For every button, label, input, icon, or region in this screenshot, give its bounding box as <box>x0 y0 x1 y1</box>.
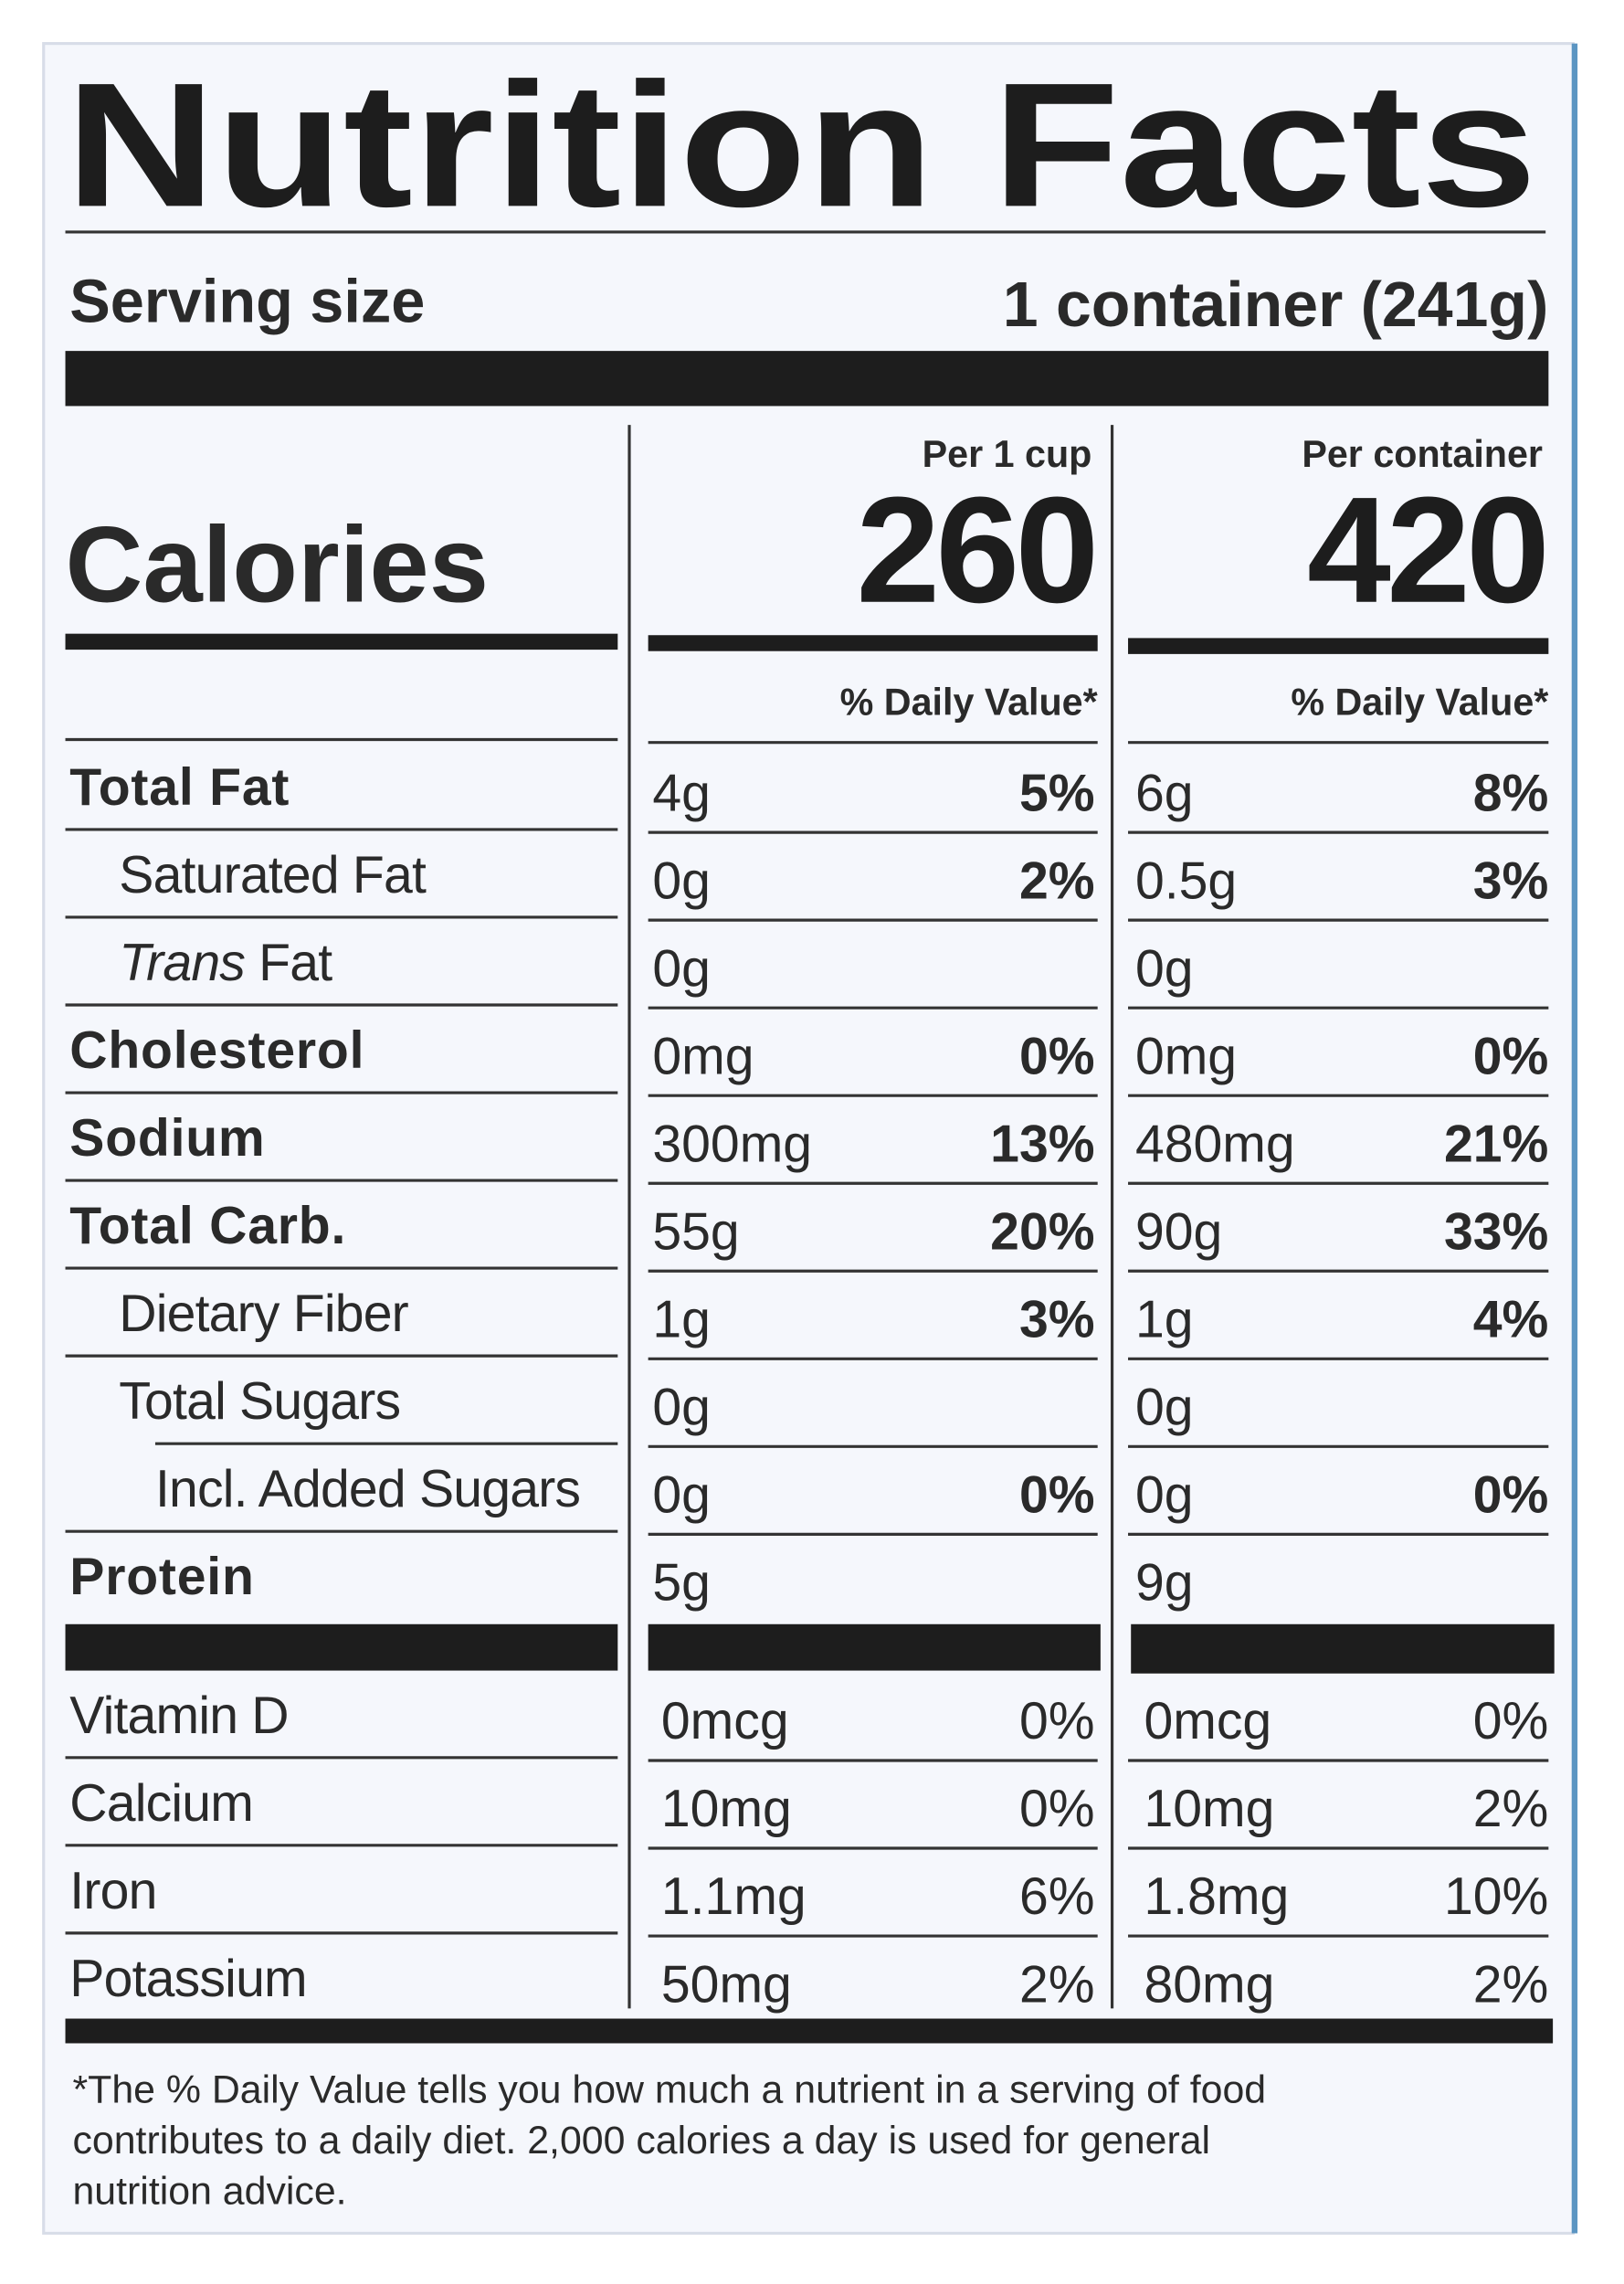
footnote: nutrition advice. <box>72 2170 346 2214</box>
row-label: Total Carb. <box>69 1197 346 1255</box>
amount: 0g <box>652 1379 711 1437</box>
dv-header: % Daily Value* <box>1291 682 1549 724</box>
row-label: Vitamin D <box>69 1687 288 1745</box>
amount: 10mg <box>1144 1780 1274 1838</box>
daily-value: 0% <box>1019 1692 1095 1750</box>
calories-label: Calories <box>66 505 490 625</box>
daily-value: 2% <box>1019 1955 1095 2014</box>
amount: 0g <box>1135 939 1194 998</box>
daily-value: 0% <box>1019 1466 1095 1525</box>
row-label: Protein <box>69 1548 254 1606</box>
thick-bar <box>65 351 1549 407</box>
row-label: Incl. Added Sugars <box>155 1460 580 1518</box>
daily-value: 2% <box>1473 1780 1549 1838</box>
daily-value: 3% <box>1473 851 1549 910</box>
row-label: Trans Fat <box>119 934 332 992</box>
amount: 0mcg <box>1144 1692 1271 1750</box>
amount: 6g <box>1135 764 1194 822</box>
amount: 300mg <box>652 1115 812 1173</box>
daily-value: 8% <box>1473 764 1549 822</box>
row-label-italic: Trans <box>119 934 245 992</box>
amount: 1.1mg <box>661 1867 807 1926</box>
amount: 0mg <box>652 1027 754 1085</box>
amount: 0g <box>652 1466 711 1525</box>
column-header: Per container <box>1302 433 1543 475</box>
amount: 90g <box>1135 1202 1222 1261</box>
daily-value: 5% <box>1019 764 1095 822</box>
row-label: Total Fat <box>69 758 290 817</box>
daily-value: 0% <box>1019 1780 1095 1838</box>
label-panel <box>42 42 1575 2236</box>
thick-bar <box>65 2018 1554 2044</box>
daily-value: 0% <box>1473 1692 1549 1750</box>
daily-value: 4% <box>1473 1290 1549 1348</box>
daily-value: 0% <box>1019 1027 1095 1085</box>
amount: 0g <box>1135 1466 1194 1525</box>
serving-value: 1 container (241g) <box>1003 269 1549 340</box>
calories-value: 420 <box>1307 466 1545 634</box>
daily-value: 2% <box>1473 1955 1549 2014</box>
footnote: contributes to a daily diet. 2,000 calor… <box>72 2119 1210 2162</box>
dv-header: % Daily Value* <box>840 682 1099 724</box>
row-label: Iron <box>69 1862 156 1920</box>
amount: 55g <box>652 1202 739 1261</box>
row-label: Cholesterol <box>69 1021 364 1080</box>
row-label-text: Fat <box>258 934 332 992</box>
amount: 4g <box>652 764 711 822</box>
amount: 1g <box>1135 1290 1194 1348</box>
amount: 5g <box>652 1554 711 1613</box>
title: Nutrition Facts <box>66 47 1537 244</box>
row-label: Saturated Fat <box>119 846 427 904</box>
thick-bar <box>648 1623 1101 1671</box>
amount: 0g <box>652 939 711 998</box>
amount: 50mg <box>661 1955 792 2014</box>
calories-value: 260 <box>856 466 1094 634</box>
daily-value: 10% <box>1444 1867 1548 1926</box>
column-header: Per 1 cup <box>923 433 1092 475</box>
serving-label: Serving size <box>69 268 425 335</box>
daily-value: 20% <box>990 1202 1094 1261</box>
amount: 0g <box>1135 1379 1194 1437</box>
amount: 0mg <box>1135 1027 1237 1085</box>
amount: 0g <box>652 851 711 910</box>
row-label: Potassium <box>69 1950 307 2008</box>
amount: 80mg <box>1144 1955 1274 2014</box>
daily-value: 33% <box>1444 1202 1548 1261</box>
daily-value: 21% <box>1444 1115 1548 1173</box>
row-label: Total Sugars <box>119 1372 400 1431</box>
amount: 9g <box>1135 1554 1194 1613</box>
daily-value: 0% <box>1473 1027 1549 1085</box>
amount: 480mg <box>1135 1115 1295 1173</box>
footnote: *The % Daily Value tells you how much a … <box>72 2068 1266 2112</box>
thick-bar <box>65 1623 618 1671</box>
daily-value: 3% <box>1019 1290 1095 1348</box>
amount: 1g <box>652 1290 711 1348</box>
daily-value: 13% <box>990 1115 1094 1173</box>
thick-bar <box>1131 1623 1555 1674</box>
amount: 0.5g <box>1135 851 1237 910</box>
calories-bar <box>648 635 1098 651</box>
row-label: Sodium <box>69 1109 265 1168</box>
row-label: Dietary Fiber <box>119 1285 408 1343</box>
row-label: Calcium <box>69 1774 253 1833</box>
amount: 0mcg <box>661 1692 789 1750</box>
calories-bar <box>1128 638 1549 654</box>
amount: 10mg <box>661 1780 792 1838</box>
daily-value: 6% <box>1019 1867 1095 1926</box>
daily-value: 0% <box>1473 1466 1549 1525</box>
calories-bar <box>65 633 618 650</box>
amount: 1.8mg <box>1144 1867 1289 1926</box>
daily-value: 2% <box>1019 851 1095 910</box>
